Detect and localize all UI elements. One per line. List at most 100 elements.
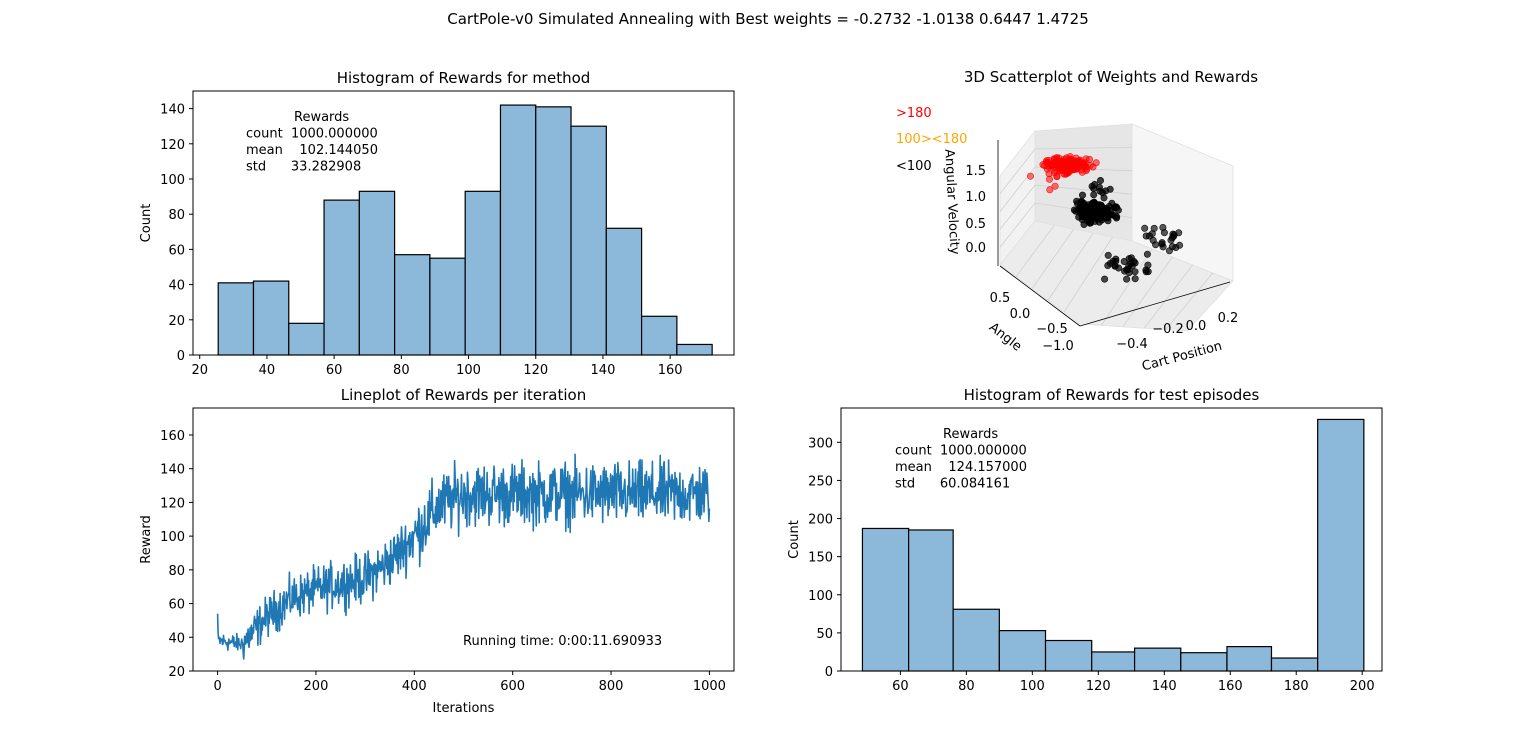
scatter-point xyxy=(1090,191,1098,199)
scatter-point xyxy=(1143,250,1151,258)
scatter-point xyxy=(1102,187,1110,195)
y-tick-label: 20 xyxy=(168,665,185,680)
x-tick-label: 100 xyxy=(1020,679,1045,694)
histogram-bar xyxy=(1133,647,1182,672)
y-tick-label: 140 xyxy=(160,463,185,478)
histogram-bar xyxy=(1044,639,1093,672)
plot-frame xyxy=(840,407,1383,672)
x-tick-label: 800 xyxy=(599,679,624,694)
chart-title: Histogram of Rewards for test episodes xyxy=(964,386,1260,404)
y-axis-line xyxy=(999,265,1081,327)
scatter-point xyxy=(1170,231,1178,239)
histogram-bar xyxy=(1180,652,1228,672)
y-axis-label: Reward xyxy=(139,515,154,563)
stats-line: Rewards xyxy=(294,110,349,125)
scatter-point xyxy=(1123,275,1131,283)
histogram-bar xyxy=(499,104,537,356)
scatter-point xyxy=(1111,262,1119,270)
chart-2: 3D Scatterplot of Weights and Rewards −0.… xyxy=(896,68,1258,375)
grid-line xyxy=(1031,228,1075,289)
chart-title: Histogram of Rewards for method xyxy=(337,69,591,87)
x-tick-label: 0.2 xyxy=(1218,311,1239,326)
y-tick-label: 160 xyxy=(160,429,185,444)
grid-line xyxy=(1122,256,1173,328)
x-tick-label: 60 xyxy=(892,679,909,694)
y-axis-label: Angle xyxy=(986,320,1024,355)
stats-line: std 33.282908 xyxy=(246,160,361,175)
x-axis-line xyxy=(1079,281,1231,327)
z-tick-label: 1.0 xyxy=(965,190,986,205)
scatter-point xyxy=(1027,172,1035,180)
x-tick-label: 160 xyxy=(1218,679,1243,694)
x-tick-label: −0.2 xyxy=(1152,322,1184,337)
reward-line xyxy=(216,453,711,660)
stats-line: count 1000.000000 xyxy=(895,444,1027,459)
x-tick-label: 40 xyxy=(259,363,276,378)
running-time-annotation: Running time: 0:00:11.690933 xyxy=(463,634,662,649)
scatter-point xyxy=(1101,275,1109,283)
grid-line xyxy=(1165,272,1214,330)
y-tick-label: 120 xyxy=(160,496,185,511)
x-tick-label: 60 xyxy=(326,363,343,378)
y-tick-label: 0 xyxy=(825,665,833,680)
z-tick-label: 0.0 xyxy=(965,241,986,256)
scatter-point xyxy=(1051,182,1059,190)
stats-line: Rewards xyxy=(943,427,998,442)
x-tick-label: 80 xyxy=(958,679,975,694)
y-tick-label: 250 xyxy=(808,474,833,489)
scatter-point xyxy=(1062,170,1070,178)
histogram-bar xyxy=(998,629,1047,672)
scatter-point xyxy=(1085,213,1093,221)
histogram-bar xyxy=(394,254,431,356)
x-axis-label: Cart Position xyxy=(1140,339,1223,375)
scatter-point xyxy=(1078,198,1086,206)
x-tick-label: 100 xyxy=(456,363,481,378)
scatter-point xyxy=(1088,182,1096,190)
figure-suptitle: CartPole-v0 Simulated Annealing with Bes… xyxy=(447,10,1089,28)
grid-line xyxy=(1015,224,1055,278)
y-tick-label: 140 xyxy=(160,103,185,118)
chart-4: Histogram of Rewards for test episodes 60… xyxy=(787,386,1383,694)
x-tick-label: 160 xyxy=(658,363,683,378)
scatter-point xyxy=(1053,173,1061,181)
y-tick-label: 40 xyxy=(168,279,185,294)
y-tick-label: 150 xyxy=(808,551,833,566)
x-tick-label: 80 xyxy=(393,363,410,378)
scatter-point xyxy=(1046,186,1054,194)
grid-line xyxy=(1143,264,1193,329)
histogram-bar xyxy=(1226,646,1273,672)
plot-frame xyxy=(192,407,735,672)
y-tick-label: −0.5 xyxy=(1036,322,1068,337)
x-tick-label: 180 xyxy=(1284,679,1309,694)
scatter-point xyxy=(1100,194,1108,202)
stats-line: mean 124.157000 xyxy=(895,460,1027,475)
stats-annotation: Rewards count 1000.000000 mean 102.144050 s… xyxy=(246,110,378,175)
scatter-point xyxy=(1086,155,1094,163)
y-tick-label: 80 xyxy=(168,208,185,223)
scatter-point xyxy=(1142,266,1150,274)
stats-line: std 60.084161 xyxy=(895,477,1010,492)
scatter-point xyxy=(1104,217,1112,225)
histogram-bar xyxy=(861,527,910,672)
histogram-bar xyxy=(952,608,1000,672)
chart-title: 3D Scatterplot of Weights and Rewards xyxy=(964,68,1258,86)
y-tick-label: 100 xyxy=(160,530,185,545)
y-tick-label: 0 xyxy=(177,349,185,364)
histogram-bar xyxy=(252,280,290,356)
x-tick-label: 0.0 xyxy=(1186,319,1207,334)
histogram-bar xyxy=(1317,418,1365,672)
histogram-bar xyxy=(535,106,572,356)
scatter-point xyxy=(1141,224,1149,232)
scatter-point xyxy=(1068,166,1076,174)
chart-1: Histogram of Rewards for method 20 40 60 80 1… xyxy=(139,69,735,378)
scatter-point xyxy=(1124,265,1132,273)
y-axis-label: Count xyxy=(787,520,802,559)
x-tick-label: 140 xyxy=(591,363,616,378)
y-axis-label: Count xyxy=(139,204,154,243)
histogram-bar xyxy=(605,227,643,356)
legend-entry: <100 xyxy=(896,159,932,174)
y-tick-label: 100 xyxy=(808,589,833,604)
stats-line: mean 102.144050 xyxy=(246,143,378,158)
x-tick-label: 200 xyxy=(304,679,329,694)
scatter-point xyxy=(1107,206,1115,214)
